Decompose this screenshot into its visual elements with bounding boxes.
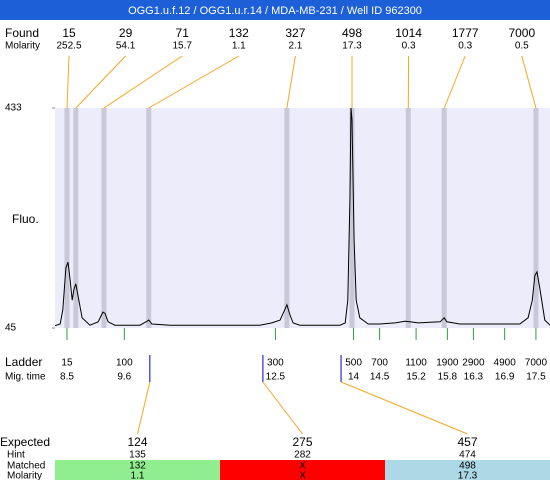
peak-band bbox=[73, 108, 79, 328]
peak-connector bbox=[286, 55, 296, 109]
molarity-label: Molarity bbox=[5, 41, 40, 52]
ladder-label: Ladder bbox=[5, 355, 42, 369]
peak-connector bbox=[443, 55, 466, 109]
y-axis-label: Fluo. bbox=[12, 212, 39, 226]
trace bbox=[54, 107, 550, 327]
hint-label: Hint bbox=[7, 450, 25, 461]
found-size: 132 bbox=[229, 26, 249, 40]
ladder-size: 700 bbox=[371, 358, 388, 369]
matched-size: 498 bbox=[459, 461, 476, 472]
expected-size: 457 bbox=[457, 435, 477, 449]
ladder-time: 16.9 bbox=[495, 372, 515, 383]
ladder-size: 100 bbox=[116, 358, 133, 369]
ladder-time: 17.5 bbox=[526, 372, 546, 383]
found-molarity: 1.1 bbox=[232, 41, 246, 52]
peak-band bbox=[405, 108, 411, 328]
mig-time-label: Mig. time bbox=[5, 372, 46, 383]
peak-band bbox=[349, 108, 355, 328]
ladder-time: 15.2 bbox=[406, 372, 426, 383]
found-size: 1777 bbox=[452, 26, 479, 40]
found-size: 498 bbox=[342, 26, 362, 40]
ladder-size: 300 bbox=[267, 358, 284, 369]
hint-size: 135 bbox=[129, 450, 146, 461]
peak-connector bbox=[66, 55, 70, 109]
matched-molarity: 1.1 bbox=[131, 471, 145, 480]
found-molarity: 0.3 bbox=[458, 41, 472, 52]
status-cell bbox=[55, 460, 220, 480]
peak-connector bbox=[521, 55, 537, 109]
peak-connector bbox=[75, 55, 126, 109]
found-size: 71 bbox=[176, 26, 190, 40]
y-tick-label: 433 bbox=[5, 103, 22, 114]
found-molarity: 252.5 bbox=[56, 41, 81, 52]
matched-label: Matched bbox=[7, 461, 45, 472]
found-molarity: 2.1 bbox=[288, 41, 302, 52]
peak-band bbox=[441, 108, 447, 328]
peak-band bbox=[101, 108, 107, 328]
ladder-size: 1900 bbox=[436, 358, 459, 369]
ladder-size: 500 bbox=[345, 358, 362, 369]
matched-size: 132 bbox=[129, 461, 146, 472]
ladder-time: 12.5 bbox=[266, 372, 286, 383]
matched-molarity: X bbox=[299, 471, 306, 480]
expected-connector bbox=[262, 381, 303, 435]
found-molarity: 0.3 bbox=[402, 41, 416, 52]
ladder-time: 14.5 bbox=[370, 372, 390, 383]
expected-label: Expected bbox=[0, 435, 50, 449]
peak-band bbox=[64, 108, 70, 328]
ladder-size: 1100 bbox=[405, 358, 427, 369]
ladder-time: 15.8 bbox=[438, 372, 458, 383]
status-cell bbox=[220, 460, 385, 480]
ladder-time: 8.5 bbox=[60, 372, 74, 383]
title-bar bbox=[0, 0, 550, 20]
hint-size: 474 bbox=[459, 450, 476, 461]
matched-size: X bbox=[299, 461, 306, 472]
ladder-size: 15 bbox=[61, 358, 73, 369]
found-molarity: 17.3 bbox=[342, 41, 362, 52]
ladder-time: 16.3 bbox=[464, 372, 484, 383]
expected-molarity-label: Molarity bbox=[7, 471, 42, 480]
peak-connector bbox=[148, 55, 240, 109]
peak-connector bbox=[103, 55, 183, 109]
matched-molarity: 17.3 bbox=[458, 471, 478, 480]
expected-connector bbox=[340, 381, 468, 435]
found-label: Found bbox=[5, 26, 39, 40]
found-size: 327 bbox=[285, 26, 305, 40]
peak-band bbox=[533, 108, 539, 328]
expected-connector bbox=[137, 381, 151, 435]
peak-band bbox=[284, 108, 290, 328]
found-molarity: 15.7 bbox=[172, 41, 192, 52]
found-molarity: 0.5 bbox=[515, 41, 529, 52]
ladder-time: 14 bbox=[348, 372, 360, 383]
found-size: 1014 bbox=[395, 26, 422, 40]
found-size: 7000 bbox=[508, 26, 535, 40]
expected-size: 124 bbox=[127, 435, 147, 449]
found-size: 15 bbox=[62, 26, 76, 40]
found-molarity: 54.1 bbox=[116, 41, 136, 52]
ladder-size: 7000 bbox=[525, 358, 548, 369]
ladder-size: 4900 bbox=[494, 358, 517, 369]
ladder-time: 9.6 bbox=[117, 372, 131, 383]
plot-area bbox=[55, 108, 550, 328]
ladder-size: 2900 bbox=[462, 358, 485, 369]
status-cell bbox=[385, 460, 550, 480]
found-size: 29 bbox=[119, 26, 133, 40]
title: OGG1.u.f.12 / OGG1.u.r.14 / MDA-MB-231 /… bbox=[128, 5, 422, 17]
peak-band bbox=[146, 108, 152, 328]
y-tick-label: 45 bbox=[5, 323, 17, 334]
hint-size: 282 bbox=[294, 450, 311, 461]
expected-size: 275 bbox=[292, 435, 312, 449]
